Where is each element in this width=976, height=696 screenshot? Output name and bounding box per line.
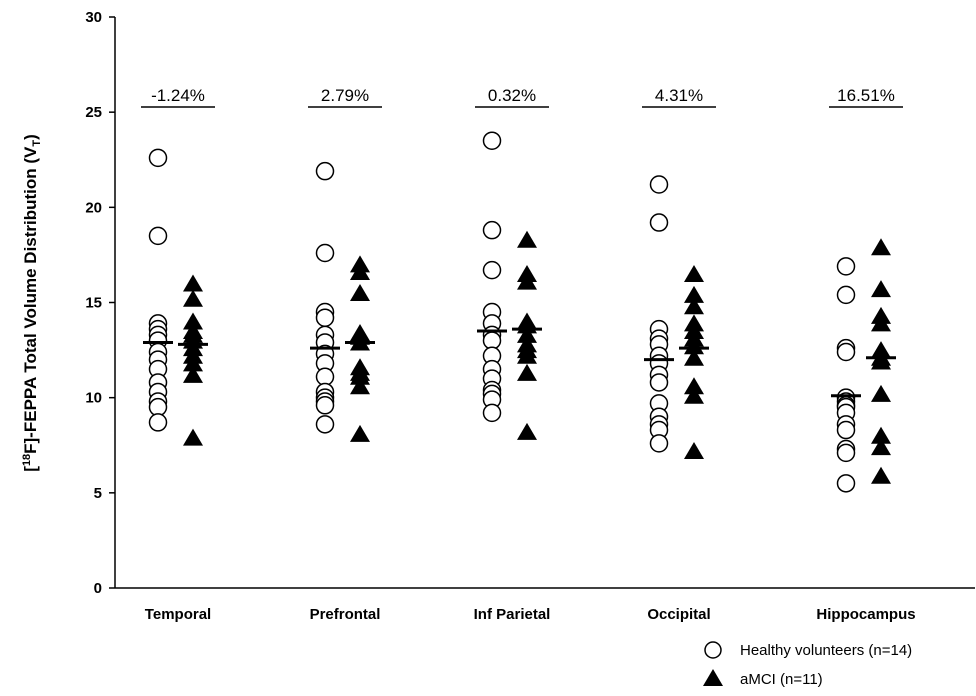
- healthy-data-point: [649, 373, 669, 392]
- amci-data-point: [871, 384, 891, 402]
- amci-data-point: [684, 337, 704, 355]
- amci-data-point: [684, 297, 704, 315]
- healthy-data-point: [482, 260, 502, 280]
- healthy-data-point: [482, 331, 502, 350]
- healthy-data-point: [649, 434, 669, 453]
- amci-data-point: [871, 280, 891, 298]
- legend-label-amci: aMCI (n=11): [740, 671, 823, 688]
- percent-difference-label: 2.79%: [321, 86, 369, 105]
- amci-data-point: [350, 377, 370, 395]
- y-axis-title: [18F]-FEPPA Total Volume Distribution (V…: [21, 134, 43, 472]
- y-tick-label: 15: [85, 295, 102, 312]
- x-category-label: Prefrontal: [310, 606, 381, 623]
- amci-data-point: [183, 312, 203, 330]
- amci-data-point: [684, 441, 704, 459]
- amci-data-point: [517, 346, 537, 364]
- healthy-data-point: [836, 342, 856, 362]
- amci-data-point: [871, 314, 891, 332]
- healthy-data-point: [148, 226, 168, 246]
- data-points: [148, 131, 891, 493]
- amci-data-point: [517, 363, 537, 381]
- amci-data-point: [684, 386, 704, 404]
- healthy-data-point: [315, 161, 335, 181]
- amci-data-point: [350, 367, 370, 385]
- legend-label-healthy: Healthy volunteers (n=14): [740, 642, 912, 659]
- healthy-data-point: [836, 257, 856, 276]
- x-category-label: Occipital: [647, 606, 710, 623]
- amci-data-point: [871, 238, 891, 256]
- x-category-label: Hippocampus: [816, 606, 915, 623]
- y-tick-label: 5: [94, 485, 102, 502]
- x-category-label: Temporal: [145, 606, 211, 623]
- amci-data-point: [517, 422, 537, 440]
- healthy-data-point: [315, 415, 335, 434]
- amci-data-point: [871, 426, 891, 444]
- amci-data-point: [183, 354, 203, 372]
- healthy-data-point: [836, 285, 856, 305]
- healthy-data-point: [649, 175, 669, 194]
- amci-data-point: [871, 352, 891, 370]
- healthy-data-point: [482, 131, 502, 150]
- y-axis-title-main: F]-FEPPA Total Volume Distribution (V: [21, 146, 40, 454]
- healthy-data-point: [482, 220, 502, 240]
- amci-data-point: [517, 325, 537, 343]
- x-category-label: Inf Parietal: [474, 606, 551, 623]
- amci-data-point: [350, 263, 370, 281]
- y-axis-title-subscript: T: [31, 140, 43, 147]
- amci-data-point: [871, 438, 891, 456]
- healthy-data-point: [836, 420, 856, 440]
- y-tick-label: 30: [85, 9, 102, 26]
- healthy-data-point: [482, 403, 502, 423]
- amci-data-point: [183, 428, 203, 446]
- healthy-data-point: [836, 443, 856, 463]
- amci-data-point: [684, 377, 704, 395]
- y-axis-title-open: [: [21, 466, 40, 472]
- legend-marker-amci: [703, 669, 723, 686]
- healthy-data-point: [315, 243, 335, 263]
- legend: Healthy volunteers (n=14) aMCI (n=11): [703, 641, 912, 688]
- percent-difference-label: -1.24%: [151, 86, 205, 105]
- healthy-data-point: [148, 148, 168, 168]
- percent-difference-label: 16.51%: [837, 86, 895, 105]
- y-axis-title-superscript: 18: [21, 454, 33, 466]
- x-category-labels: Temporal Prefrontal Inf Parietal Occipital H…: [145, 606, 916, 623]
- amci-data-point: [350, 283, 370, 301]
- y-tick-label: 10: [85, 390, 102, 407]
- healthy-data-point: [649, 213, 669, 232]
- y-axis-title-close: ): [21, 134, 40, 140]
- amci-data-point: [684, 285, 704, 303]
- amci-data-point: [517, 272, 537, 290]
- percent-difference-label: 0.32%: [488, 86, 536, 105]
- y-ticks: 0 5 10 15 20 25 30: [85, 9, 115, 597]
- mean-lines: [143, 327, 896, 398]
- y-tick-label: 20: [85, 199, 102, 216]
- percent-difference-labels: -1.24% 2.79% 0.32% 4.31% 16.51%: [141, 86, 903, 108]
- amci-data-point: [183, 289, 203, 307]
- healthy-data-point: [148, 413, 168, 432]
- healthy-data-point: [148, 397, 168, 417]
- healthy-data-point: [315, 367, 335, 386]
- amci-data-point: [350, 424, 370, 442]
- legend-marker-healthy: [704, 641, 722, 659]
- percent-difference-label: 4.31%: [655, 86, 703, 105]
- y-tick-label: 25: [85, 104, 102, 121]
- amci-data-point: [684, 348, 704, 366]
- y-tick-label: 0: [94, 580, 102, 597]
- amci-data-point: [871, 466, 891, 484]
- amci-data-point: [183, 274, 203, 292]
- healthy-data-point: [315, 396, 335, 415]
- healthy-data-point: [836, 474, 856, 493]
- amci-data-point: [517, 230, 537, 248]
- amci-data-point: [684, 264, 704, 282]
- amci-data-point: [183, 365, 203, 383]
- healthy-data-point: [315, 308, 335, 327]
